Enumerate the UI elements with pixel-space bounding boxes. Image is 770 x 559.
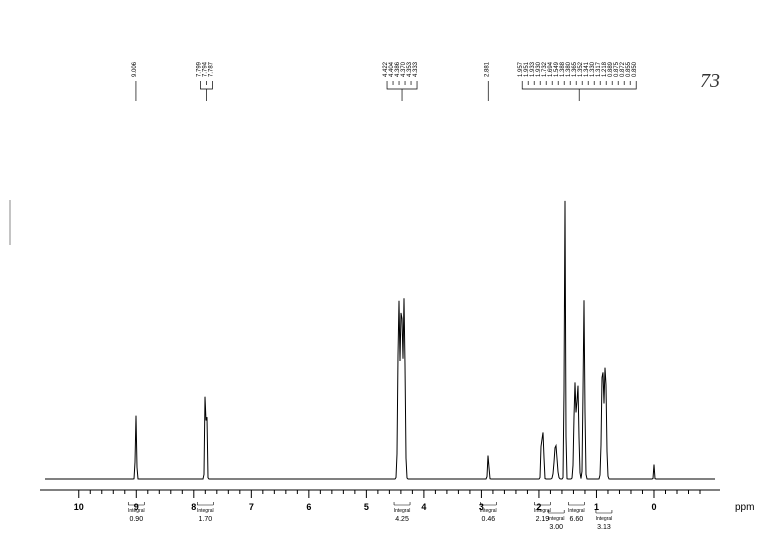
peak-ppm-label: 7.787 — [209, 61, 215, 77]
handwritten-note: 73 — [700, 70, 720, 93]
spectrum-svg: 109876543210ppm9.0067.7997.7947.7874.422… — [0, 0, 770, 559]
axis-label: ppm — [735, 502, 754, 513]
integral-value: 0.90 — [129, 516, 143, 523]
integral-header: Integral — [394, 508, 411, 514]
axis-tick-label: 5 — [364, 502, 369, 512]
integral-value: 1.70 — [198, 516, 212, 523]
integral-header: Integral — [128, 508, 145, 514]
peak-ppm-label: 2.881 — [484, 61, 490, 77]
integral-header: Integral — [480, 508, 497, 514]
axis-tick-label: 6 — [306, 502, 311, 512]
axis-tick-label: 7 — [249, 502, 254, 512]
integral-header: Integral — [596, 516, 613, 522]
peak-ppm-label: 9.006 — [132, 61, 138, 77]
integral-value: 4.25 — [395, 516, 409, 523]
peak-ppm-label: 4.333 — [413, 61, 419, 77]
axis-tick-label: 0 — [651, 502, 656, 512]
axis-tick-label: 10 — [74, 502, 84, 512]
integral-value: 3.00 — [549, 524, 563, 531]
axis-tick-label: 1 — [594, 502, 599, 512]
integral-header: Integral — [197, 508, 214, 514]
integral-value: 6.60 — [570, 516, 584, 523]
spectrum-trace — [45, 201, 715, 479]
axis-tick-label: 8 — [191, 502, 196, 512]
peak-ppm-label: 0.850 — [632, 61, 638, 77]
integral-value: 3.13 — [597, 524, 611, 531]
integral-header: Integral — [568, 508, 585, 514]
axis-tick-label: 4 — [421, 502, 426, 512]
integral-header: Integral — [548, 516, 565, 522]
nmr-spectrum-figure: { "figure": { "type": "nmr-1h-spectrum",… — [0, 0, 770, 559]
integral-value: 0.46 — [482, 516, 496, 523]
